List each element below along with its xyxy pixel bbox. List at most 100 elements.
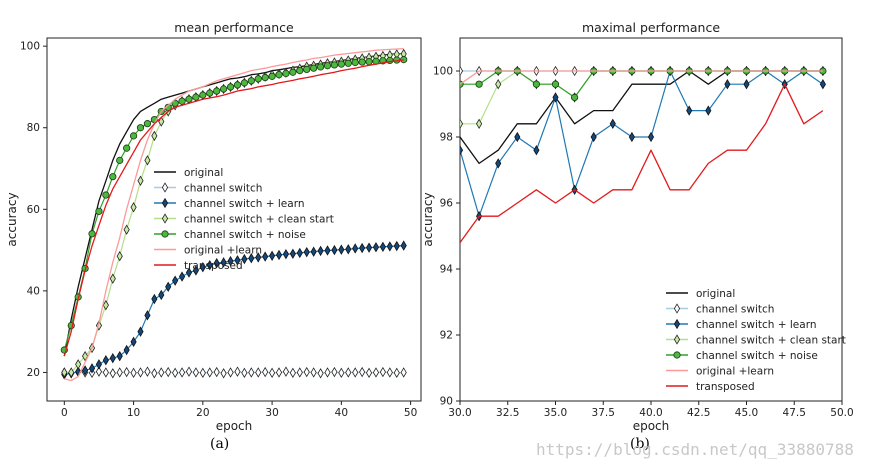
mean-point-channel-switch-learn: [331, 244, 338, 256]
max-legend-label-original-learn: original +learn: [696, 365, 774, 377]
max-x-tick-label: 47.5: [783, 407, 806, 419]
mean-point-channel-switch-noise: [109, 173, 117, 181]
mean-point-channel-switch: [255, 367, 262, 378]
mean-point-channel-switch-noise: [275, 71, 283, 79]
mean-point-channel-switch-learn: [213, 257, 220, 269]
mean-legend-label-original-learn: original +learn: [184, 244, 262, 256]
mean-point-channel-switch-learn: [95, 359, 103, 370]
max-legend-label-channel-switch-noise: channel switch + noise: [696, 350, 818, 362]
mean-legend-label-channel-switch: channel switch: [184, 182, 262, 194]
mean-point-channel-switch-learn: [372, 242, 380, 253]
mean-point-channel-switch-learn: [296, 247, 303, 259]
mean-point-channel-switch-noise: [171, 99, 179, 107]
mean-legend-label-channel-switch-noise: channel switch + noise: [184, 229, 306, 241]
max-y-tick-label: 96: [440, 198, 454, 210]
max-series-group: [460, 65, 827, 243]
mean-chart-title: mean performance: [174, 20, 294, 35]
max-point-channel-switch-noise: [570, 93, 579, 102]
mean-point-channel-switch: [109, 368, 116, 379]
mean-point-channel-switch-noise: [240, 79, 248, 87]
mean-point-channel-switch-noise: [247, 77, 255, 85]
max-x-axis-label: epoch: [633, 419, 670, 433]
mean-point-channel-switch: [393, 367, 400, 379]
mean-point-channel-switch-noise: [337, 60, 345, 68]
mean-point-channel-switch-noise: [178, 97, 186, 105]
watermark-text: https://blog.csdn.net/qq_33880788: [536, 440, 854, 459]
mean-point-channel-switch-learn: [102, 355, 109, 366]
mean-point-channel-switch: [365, 367, 373, 379]
max-y-tick-label: 100: [433, 66, 453, 78]
mean-series-group: [60, 47, 408, 382]
mean-legend-marker-channel-switch-clean-start: [161, 213, 169, 224]
mean-point-channel-switch-learn: [255, 252, 262, 263]
mean-point-channel-switch-noise: [358, 58, 366, 66]
max-point-channel-switch-clean-start: [460, 118, 464, 129]
max-performance-chart: maximal performance 30.0 32.5 35.0 37.5 40.0 4…: [421, 20, 854, 433]
mean-point-channel-switch: [248, 367, 255, 378]
caption-a: (a): [210, 436, 230, 452]
mean-point-channel-switch: [386, 367, 393, 378]
mean-point-channel-switch-learn: [199, 262, 206, 273]
mean-point-channel-switch: [324, 367, 331, 378]
mean-point-channel-switch: [262, 366, 269, 378]
max-chart-title: maximal performance: [582, 20, 720, 35]
mean-point-channel-switch-noise: [95, 207, 103, 215]
max-point-channel-switch-learn: [495, 158, 502, 169]
mean-legend-marker-channel-switch-noise: [161, 230, 169, 238]
max-x-tick-label: 35.0: [544, 407, 567, 419]
max-point-channel-switch-noise: [475, 80, 483, 88]
mean-point-channel-switch-noise: [323, 62, 332, 70]
mean-point-channel-switch: [158, 367, 165, 378]
mean-x-tick-label: 20: [196, 407, 209, 419]
mean-y-tick-label: 100: [20, 41, 40, 53]
mean-point-channel-switch-learn: [123, 344, 130, 356]
mean-point-channel-switch-learn: [151, 293, 158, 305]
mean-legend-label-transposed: transposed: [184, 260, 243, 272]
mean-point-channel-switch: [220, 368, 227, 379]
mean-point-channel-switch-noise: [400, 56, 408, 64]
mean-point-channel-switch-learn: [324, 245, 331, 256]
mean-point-channel-switch-learn: [234, 255, 241, 266]
mean-point-channel-switch-noise: [116, 156, 124, 164]
max-legend-label-original: original: [696, 288, 735, 300]
mean-y-tick-label: 80: [27, 122, 40, 134]
mean-point-channel-switch-noise: [143, 120, 152, 128]
mean-point-channel-switch-learn: [192, 265, 199, 276]
max-series-line-channel-switch-learn: [460, 70, 824, 217]
max-point-channel-switch-learn: [686, 105, 693, 116]
mean-point-channel-switch-noise: [282, 69, 290, 78]
mean-point-channel-switch-learn: [289, 248, 296, 259]
max-series-line-transposed: [460, 83, 824, 243]
mean-point-channel-switch-noise: [206, 89, 214, 97]
mean-point-channel-switch-clean-start: [102, 299, 109, 311]
mean-point-channel-switch-learn: [365, 242, 373, 253]
mean-legend-marker-channel-switch: [161, 182, 169, 193]
max-x-tick-label: 32.5: [496, 407, 519, 419]
mean-x-axis-label: epoch: [216, 419, 253, 433]
mean-point-channel-switch-noise: [213, 87, 221, 95]
mean-point-channel-switch: [192, 367, 199, 378]
mean-point-channel-switch-learn: [345, 244, 352, 255]
mean-y-tick-label: 60: [27, 204, 40, 216]
max-legend-marker-channel-switch: [673, 303, 681, 314]
mean-y-axis-label: accuracy: [5, 192, 19, 246]
mean-point-channel-switch: [151, 368, 158, 379]
mean-legend-label-original: original: [184, 167, 223, 179]
mean-point-channel-switch: [137, 367, 144, 378]
mean-point-channel-switch-clean-start: [75, 359, 82, 370]
mean-point-channel-switch-learn: [248, 253, 255, 264]
mean-point-channel-switch-noise: [102, 191, 110, 199]
mean-point-channel-switch-clean-start: [61, 367, 68, 378]
mean-point-channel-switch: [95, 366, 103, 377]
mean-x-tick-label: 10: [127, 407, 140, 419]
mean-point-channel-switch: [213, 366, 220, 378]
max-point-channel-switch-learn: [514, 131, 521, 143]
mean-point-channel-switch-noise: [310, 64, 318, 72]
max-legend-label-channel-switch-learn: channel switch + learn: [696, 319, 816, 331]
mean-point-channel-switch-learn: [282, 248, 290, 260]
mean-point-channel-switch-clean-start: [130, 202, 137, 213]
mean-point-channel-switch: [185, 366, 193, 377]
mean-point-channel-switch-learn: [317, 245, 324, 257]
mean-y-tick-label: 20: [27, 367, 40, 379]
max-point-channel-switch: [460, 65, 464, 77]
